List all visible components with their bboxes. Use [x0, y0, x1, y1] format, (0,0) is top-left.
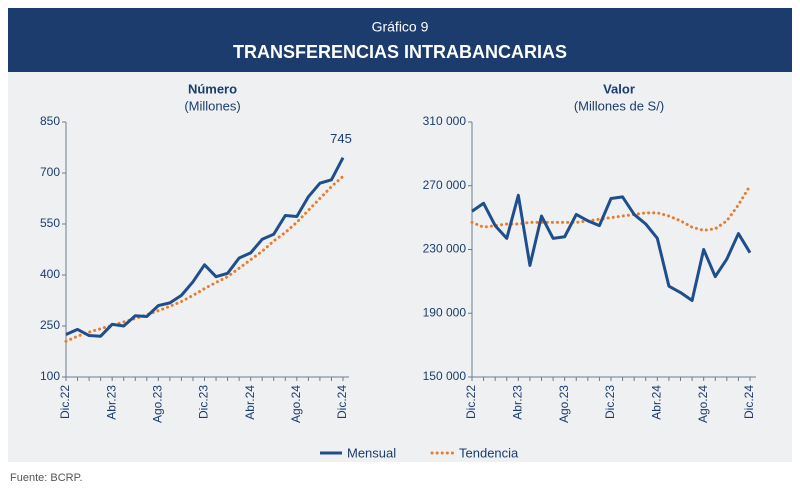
x-tick-label: Ago.23 — [151, 385, 165, 423]
x-tick-label: Abr.24 — [650, 385, 664, 420]
legend-label: Mensual — [347, 445, 396, 460]
y-tick-label: 150 000 — [423, 369, 467, 383]
x-tick-label: Dic.24 — [335, 385, 349, 419]
x-tick-label: Ago.24 — [289, 385, 303, 423]
x-tick-label: Dic.22 — [58, 385, 72, 419]
series-line — [65, 157, 345, 338]
y-tick-label: 400 — [40, 267, 60, 281]
x-tick-label: Ago.24 — [696, 385, 710, 423]
series-line — [471, 193, 752, 302]
chart-background — [8, 72, 792, 462]
y-tick-label: 850 — [40, 114, 60, 128]
chart-title: Número — [188, 81, 237, 96]
y-tick-label: 700 — [40, 165, 60, 179]
header-banner — [8, 8, 792, 72]
series-line — [64, 174, 345, 343]
chart-title: Valor — [603, 81, 635, 96]
x-tick-label: Dic.23 — [197, 385, 211, 419]
data-label: 745 — [330, 131, 352, 146]
x-tick-label: Abr.24 — [243, 385, 257, 420]
x-tick-label: Ago.23 — [557, 385, 571, 423]
legend-label: Tendencia — [459, 445, 519, 460]
chart-subtitle: (Millones) — [184, 98, 240, 113]
x-tick-label: Dic.23 — [603, 385, 617, 419]
y-tick-label: 310 000 — [423, 114, 467, 128]
source-note: Fuente: BCRP. — [10, 472, 83, 484]
series-line — [470, 184, 752, 232]
y-tick-label: 100 — [40, 369, 60, 383]
x-tick-label: Dic.22 — [464, 385, 478, 419]
x-tick-label: Abr.23 — [511, 385, 525, 420]
header-title: TRANSFERENCIAS INTRABANCARIAS — [233, 42, 567, 62]
y-tick-label: 230 000 — [423, 242, 467, 256]
y-tick-label: 550 — [40, 216, 60, 230]
x-tick-label: Abr.23 — [104, 385, 118, 420]
x-tick-label: Dic.24 — [742, 385, 756, 419]
header-subtitle: Gráfico 9 — [372, 19, 429, 35]
chart-subtitle: (Millones de S/) — [574, 98, 664, 113]
y-tick-label: 270 000 — [423, 178, 467, 192]
y-tick-label: 190 000 — [423, 305, 467, 319]
y-tick-label: 250 — [40, 318, 60, 332]
